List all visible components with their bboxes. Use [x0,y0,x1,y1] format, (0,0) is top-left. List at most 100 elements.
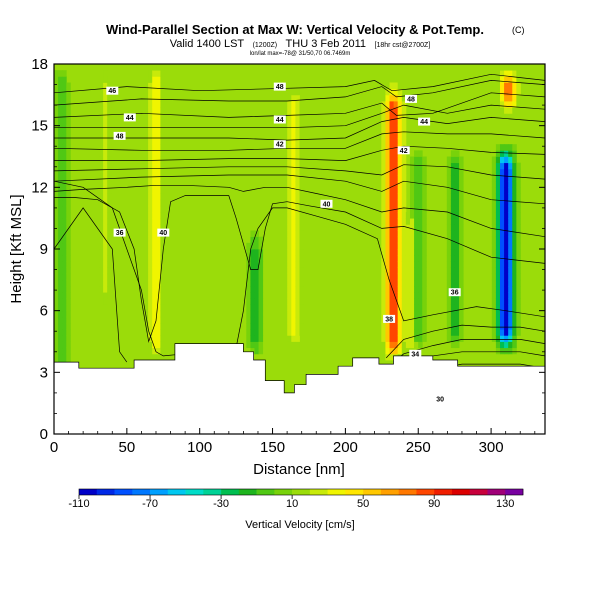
field-cell [504,175,509,182]
field-cell [495,76,501,83]
field-cell [99,150,104,157]
field-cell [418,316,423,324]
field-cell [254,323,259,330]
field-cell [389,230,395,238]
field-cell [295,273,300,281]
field-cell [508,144,513,151]
field-cell [454,298,460,305]
field-cell [418,242,423,250]
field-cell [418,261,423,268]
field-cell [148,88,153,96]
field-cell [287,286,292,293]
field-cell [491,224,497,231]
field-cell [405,261,411,268]
field-cell [107,144,112,151]
field-cell [450,335,456,342]
field-cell [499,273,505,281]
field-cell [385,335,390,342]
field-cell [58,113,63,120]
field-cell [397,113,403,120]
field-cell [62,82,67,90]
field-cell [516,199,521,207]
field-cell [62,181,67,188]
field-cell [401,261,407,268]
field-cell [291,304,296,312]
field-cell [512,82,517,90]
field-cell [291,255,296,262]
field-cell [299,242,304,250]
field-cell [250,310,255,318]
field-cell [459,255,464,262]
field-cell [156,181,161,188]
field-cell [512,76,517,83]
field-cell [152,70,157,77]
field-cell [287,212,292,219]
field-cell [414,168,419,176]
field-cell [99,236,104,244]
field-cell [254,298,259,305]
field-cell [156,64,161,71]
field-cell [54,101,59,108]
field-cell [401,138,407,145]
field-cell [504,310,509,318]
field-cell [160,138,165,145]
field-cell [401,94,407,102]
x-tick-label: 200 [333,439,358,456]
field-cell [409,193,415,201]
field-cell [246,341,251,349]
field-cell [291,101,296,108]
field-cell [516,236,521,244]
field-cell [156,310,161,318]
field-cell [446,224,452,231]
field-cell [516,323,521,330]
field-cell [62,242,67,250]
field-cell [148,70,153,77]
field-cell [499,199,505,207]
field-cell [450,187,456,194]
field-cell [516,329,521,336]
field-cell [450,304,456,312]
field-cell [401,181,407,188]
field-cell [246,335,251,342]
field-cell [99,144,104,151]
field-cell [107,230,112,238]
field-cell [152,249,157,256]
field-cell [409,249,415,256]
field-cell [516,292,521,299]
field-cell [381,329,386,336]
field-cell [499,107,505,114]
field-cell [450,162,456,170]
field-cell [418,156,423,164]
field-cell [405,304,411,312]
field-cell [385,119,390,127]
field-cell [287,273,292,281]
field-cell [512,101,517,108]
field-cell [148,286,153,293]
field-cell [495,298,501,305]
field-cell [516,175,521,182]
field-cell [299,156,304,164]
field-cell [54,249,59,256]
field-cell [291,138,296,145]
field-cell [152,224,157,231]
field-cell [397,175,403,182]
field-cell [450,249,456,256]
field-cell [291,323,296,330]
field-cell [58,224,63,231]
field-cell [54,156,59,164]
field-cell [254,316,259,324]
field-cell [450,156,456,164]
field-cell [389,353,395,361]
field-cell [385,82,390,90]
field-cell [454,341,460,349]
colorbar-label: Vertical Velocity [cm/s] [245,519,354,531]
field-cell [499,181,505,188]
field-cell [459,224,464,231]
field-cell [66,138,71,145]
field-cell [450,236,456,244]
field-cell [152,329,157,336]
field-cell [381,273,386,281]
field-cell [160,224,165,231]
field-cell [148,168,153,176]
